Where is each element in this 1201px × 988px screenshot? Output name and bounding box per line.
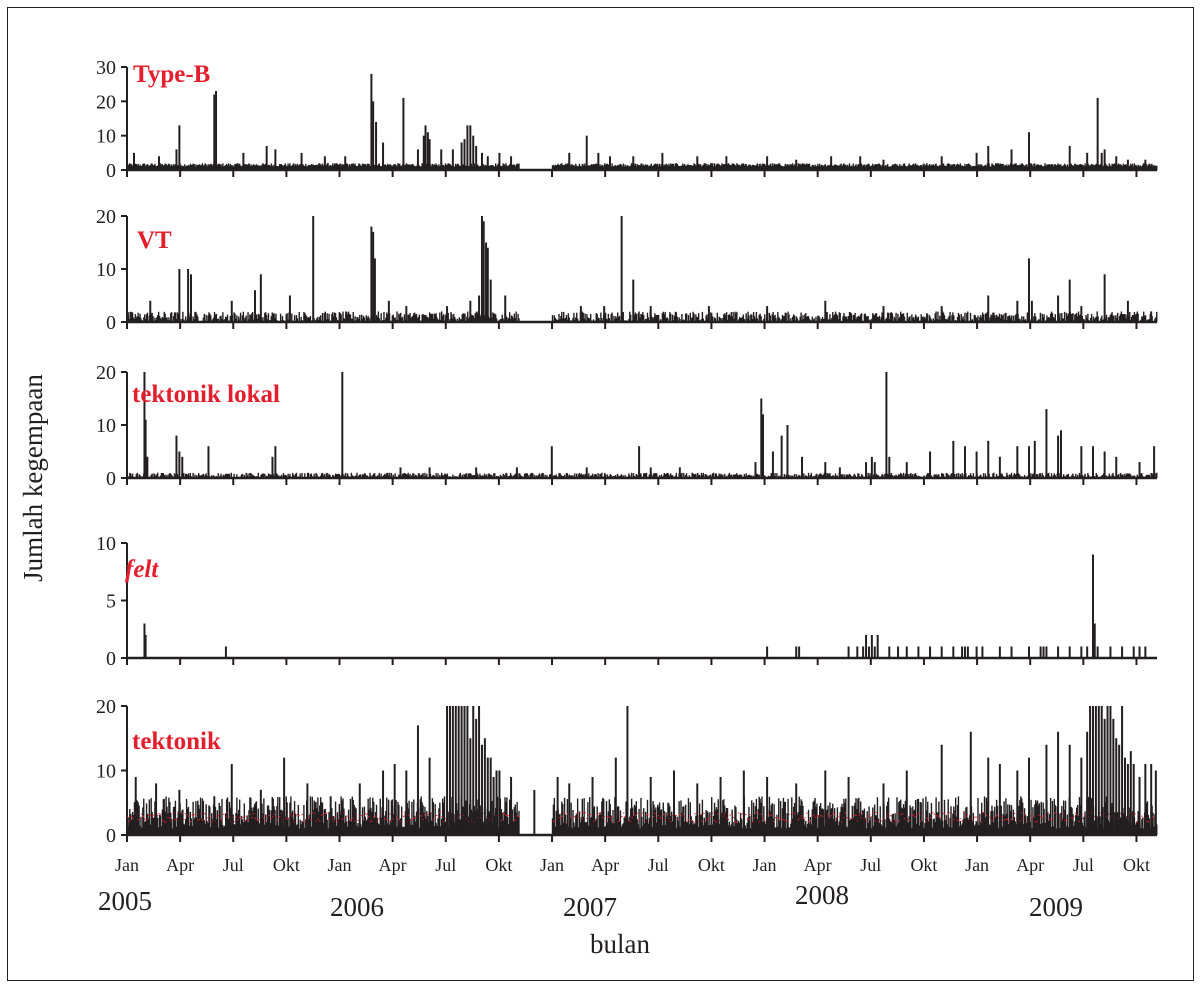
y-tick-label: 20 — [96, 91, 116, 113]
y-tick-label: 5 — [106, 591, 116, 613]
y-tick-label: 0 — [106, 312, 116, 334]
y-tick-label: 0 — [106, 648, 116, 670]
panel-label: Type-B — [133, 61, 210, 88]
y-tick-label: 20 — [96, 206, 116, 228]
y-tick-label: 10 — [96, 533, 116, 555]
y-tick-label: 0 — [106, 160, 116, 182]
figure-frame — [7, 7, 1194, 981]
y-tick-label: 10 — [96, 761, 116, 783]
panel-label: felt — [125, 556, 159, 583]
y-tick-label: 20 — [96, 362, 116, 384]
y-tick-label: 10 — [96, 415, 116, 437]
y-tick-label: 0 — [106, 825, 116, 847]
y-tick-label: 10 — [96, 126, 116, 148]
panel-label: VT — [137, 227, 172, 254]
y-tick-label: 0 — [106, 468, 116, 490]
panel-tektonik-lokal: 0 10 20 tektonik lokal — [96, 362, 1158, 490]
panel-type-b: 0 10 20 30 Type-B — [96, 57, 1158, 182]
y-tick-label: 10 — [96, 259, 116, 281]
panel-vt: 0 10 20 VT — [96, 206, 1158, 334]
panel-label: tektonik lokal — [132, 381, 280, 408]
panel-felt: 0 5 10 felt — [96, 533, 1157, 670]
y-tick-label: 30 — [96, 57, 116, 79]
y-tick-label: 20 — [96, 696, 116, 718]
